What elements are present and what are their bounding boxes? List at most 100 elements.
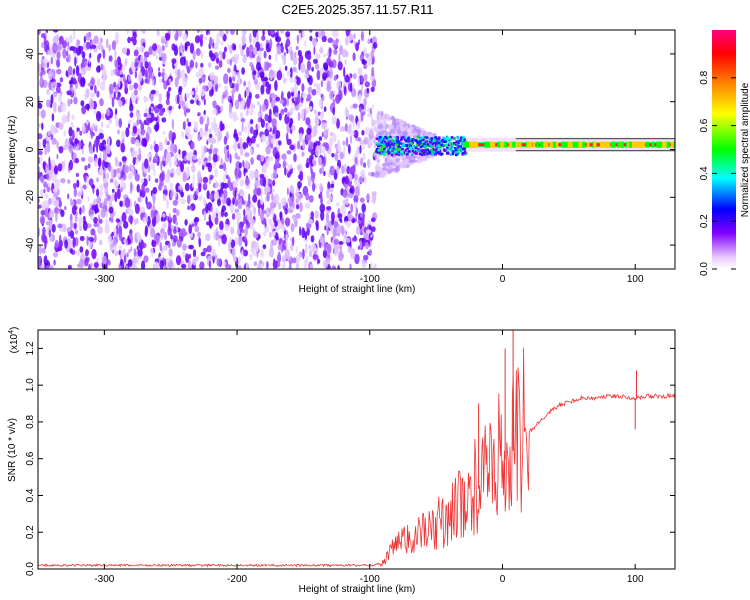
colorbar-tick-label: 0.4 [699,166,710,180]
spectrogram-cell [268,247,274,258]
spectrogram-cell [90,126,93,131]
spectrogram-cell [373,263,377,269]
spectrogram-cell [56,59,61,68]
spectrogram-cell [219,230,224,236]
spectrogram-cell [392,144,396,148]
spectrogram-cell [305,256,309,264]
spectrogram-cell [455,140,458,143]
spectrogram-cell [233,140,238,152]
spectrogram-cell [229,153,232,164]
spectrogram-cell [156,212,160,224]
spectrogram-cell [391,167,396,172]
spectrogram-cell [106,108,111,117]
spectrogram-cell [435,149,438,152]
spectrogram-cell [333,30,339,39]
spectrogram-cell [280,45,284,54]
spectrogram-cell [166,198,169,210]
spectrogram-cell [184,219,188,226]
spectrogram-cell [190,231,194,239]
spectrogram-cell [208,153,211,162]
spectrogram-cell [178,149,181,155]
spectrogram-cell [175,182,181,193]
spectrogram-cell [292,257,297,264]
spectrogram-cell [182,243,187,251]
spectrogram-cell [270,92,276,99]
spectrogram-cell [97,226,103,235]
spectrogram-cell [141,260,146,269]
spectrogram-cell [218,50,223,56]
spectrogram-cell [67,179,71,184]
spectrogram-cell [86,66,92,71]
spectrogram-cell [179,94,183,103]
spectrogram-cell [406,147,409,150]
spectrogram-cell [114,191,118,203]
spectrogram-cell [526,141,530,148]
spectrogram-cell [90,99,93,108]
spectrogram-cell [266,157,270,169]
spectrogram-cell [218,60,223,68]
spectrogram-cell [167,226,172,236]
spectrogram-cell [115,59,119,71]
spectrogram-cell [396,126,399,130]
spectrogram-cell [318,136,323,141]
spectrogram-cell [401,152,405,155]
spectrogram-cell [94,233,97,243]
spectrogram-cell [300,97,304,104]
spectrogram-cell [163,184,167,191]
spectrogram-cell [461,153,464,156]
spectrogram-cell [384,142,388,146]
spectrogram-cell [416,136,419,139]
spectrogram-cell [253,231,259,239]
spectrogram-cell [159,78,162,84]
spectrogram-cell [366,87,370,94]
spectrogram-cell [70,121,74,128]
spectrogram-cell [343,86,347,96]
spectrogram-cell [90,262,93,269]
spectrogram-cell [360,169,366,179]
spectrogram-cell [441,152,444,156]
spectrogram-cell [151,78,155,86]
spectrogram-cell [40,174,45,184]
spectrogram-cell [326,227,329,236]
spectrogram-cell [79,185,82,191]
spectrogram-cell [334,152,339,162]
spectrogram-cell [488,141,491,148]
spectrogram-cell [164,137,168,146]
spectrogram-cell [357,76,360,88]
spectrogram-cell [258,234,261,240]
spectrogram-cell [316,69,321,81]
spectrogram-cell [220,105,224,112]
spectrogram-cell [229,236,232,244]
spectrogram-cell [425,140,428,143]
spectrogram-cell [387,141,390,144]
spectrogram-cell [67,264,72,269]
spectrogram-cell [154,143,159,153]
spectrogram-cell [118,250,122,256]
spectrogram-cell [383,147,386,151]
spectrogram-cell [79,130,83,136]
spectrogram-cell [74,213,78,223]
snr-x-tick-label: -200 [227,574,247,585]
spectrogram-cell [310,172,315,183]
spectrogram-cell [295,261,299,269]
spectrogram-cell [179,56,186,66]
spectrogram-cell [411,159,418,163]
spectrogram-cell [67,231,71,237]
spectrogram-cell [417,143,420,147]
spectrogram-cell [292,236,295,246]
spectrogram-cell [108,83,114,95]
spectrogram-cell [154,178,159,184]
spectrogram-cell [388,158,392,163]
spectrogram-cell [446,152,450,155]
spectrogram-cell [176,226,179,232]
spectrogram-cell [288,122,292,128]
spectrogram-cell [332,90,336,95]
spectrogram-cell [301,83,305,93]
spectrogram-cell [432,148,435,151]
spectrogram-cell [130,36,134,42]
spectrogram-cell [422,138,425,142]
spectrogram-cell [134,61,139,68]
spectrogram-cell [196,172,202,180]
spectrogram-cell [379,172,385,179]
spectrogram-cell [265,207,270,218]
